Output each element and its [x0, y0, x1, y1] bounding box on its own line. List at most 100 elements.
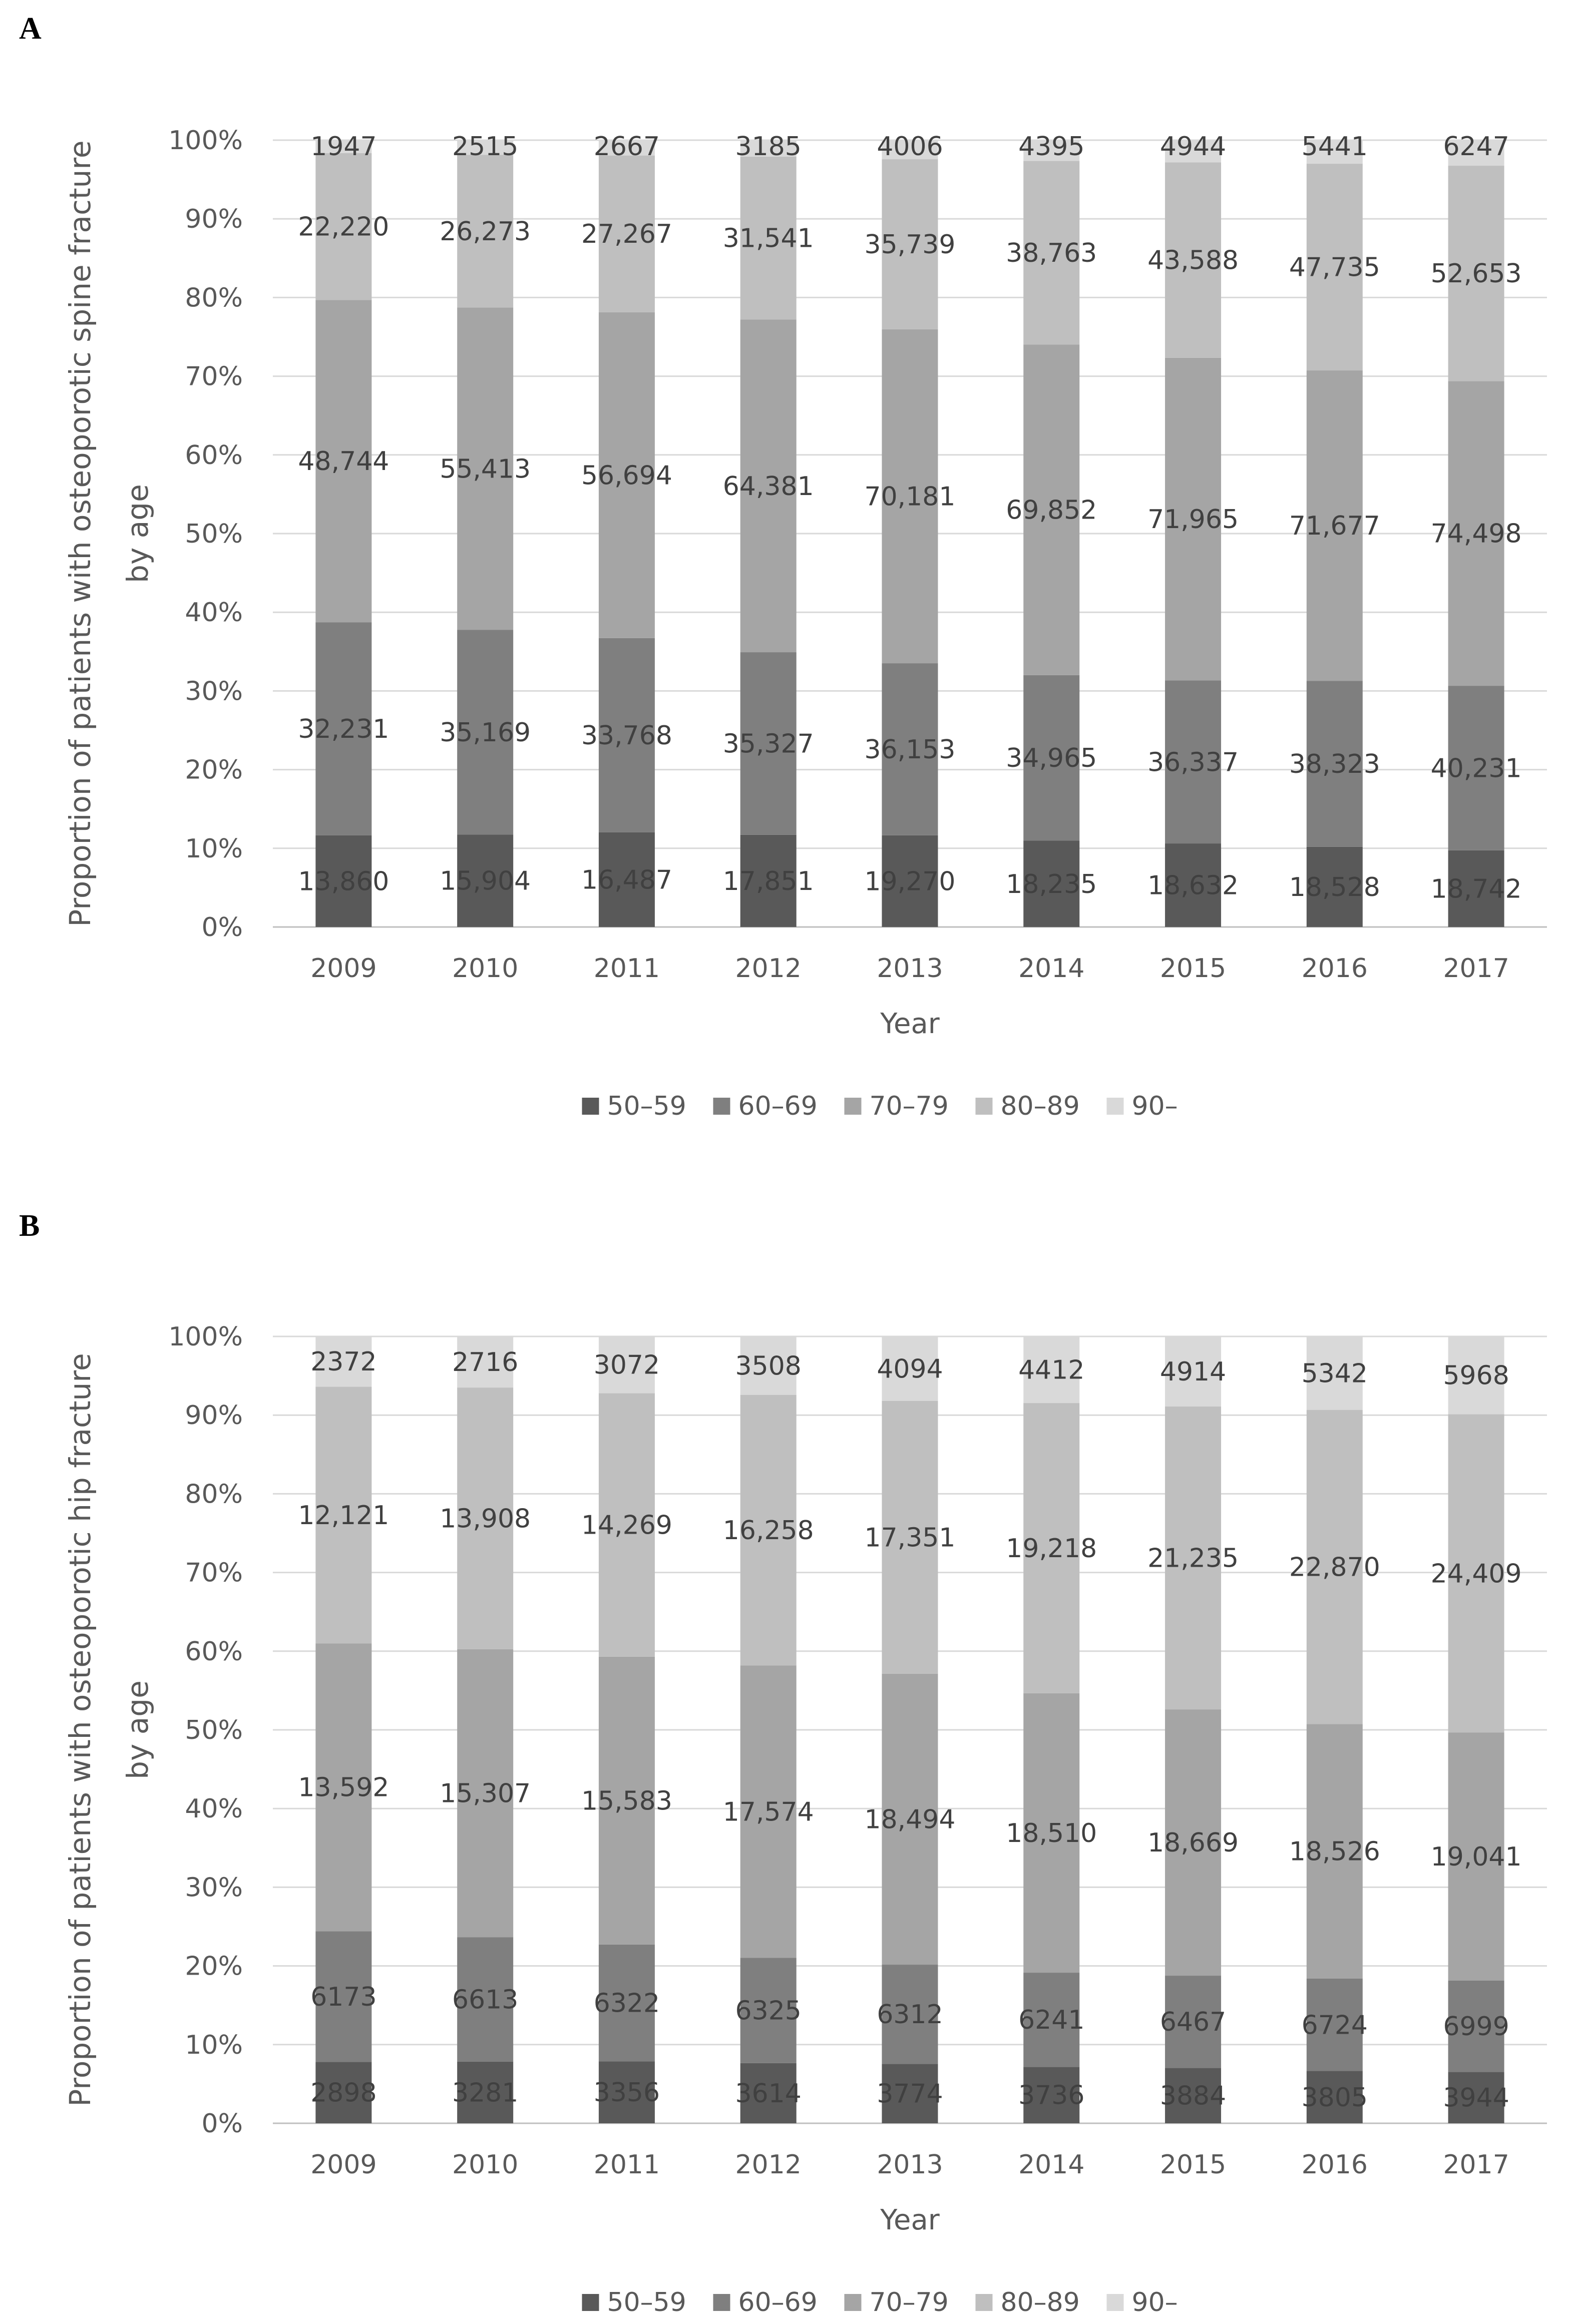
spine-x-tick-label: 2009	[310, 954, 376, 984]
hip-bar-7079-2009	[315, 1643, 372, 1932]
hip-bar-6069-2011	[598, 1944, 655, 2062]
spine-y-tick-label: 90%	[185, 204, 243, 234]
panel-a-label: A	[19, 12, 42, 46]
spine-legend-label: 70–79	[870, 1091, 949, 1121]
hip-data-label: 15,307	[440, 1778, 531, 1808]
spine-x-tick-label: 2014	[1018, 954, 1084, 984]
hip-bar-90-2010	[457, 1336, 514, 1388]
spine-bar-8089-2015	[1165, 162, 1222, 358]
spine-data-label: 38,763	[1006, 238, 1097, 268]
hip-bar-5059-2012	[740, 2063, 797, 2123]
spine-data-label: 17,851	[723, 866, 814, 896]
spine-bar-6069-2010	[457, 630, 514, 835]
spine-legend-label: 80–89	[1001, 1091, 1080, 1121]
spine-bar-7079-2014	[1023, 344, 1080, 675]
spine-data-label: 19,270	[865, 866, 956, 896]
spine-data-label: 47,735	[1289, 253, 1380, 283]
hip-data-label: 17,574	[723, 1797, 814, 1827]
hip-data-label: 2898	[310, 2078, 376, 2108]
spine-data-label: 70,181	[865, 482, 956, 512]
spine-data-label: 71,965	[1147, 505, 1239, 535]
hip-y-tick-label: 40%	[185, 1794, 243, 1824]
spine-bar-5059-2011	[598, 832, 655, 927]
spine-data-label: 33,768	[581, 721, 672, 751]
spine-bar-8089-2016	[1306, 164, 1363, 371]
hip-bar-7079-2011	[598, 1656, 655, 1945]
spine-bar-5059-2015	[1165, 843, 1222, 927]
hip-y-tick-label: 90%	[185, 1401, 243, 1431]
spine-bar-5059-2014	[1023, 840, 1080, 927]
hip-x-tick-label: 2013	[877, 2150, 943, 2180]
spine-bar-8089-2011	[598, 155, 655, 312]
hip-data-label: 17,351	[865, 1523, 956, 1553]
spine-y-tick-label: 70%	[185, 362, 243, 392]
hip-data-label: 6467	[1160, 2007, 1226, 2037]
spine-data-label: 35,739	[865, 230, 956, 260]
hip-bar-90-2016	[1306, 1336, 1363, 1410]
spine-bar-5059-2010	[457, 834, 514, 927]
hip-data-label: 18,494	[865, 1804, 956, 1834]
hip-bar-90-2011	[598, 1336, 655, 1393]
hip-bar-7079-2016	[1306, 1724, 1363, 1979]
spine-legend-swatch	[975, 1098, 993, 1115]
hip-legend-label: 90–	[1132, 2287, 1178, 2317]
spine-data-label: 69,852	[1006, 496, 1097, 526]
spine-x-tick-label: 2017	[1443, 954, 1509, 984]
spine-data-label: 71,677	[1289, 511, 1380, 541]
spine-data-label: 35,327	[723, 729, 814, 759]
hip-data-label: 3736	[1018, 2081, 1084, 2111]
hip-bar-8089-2009	[315, 1386, 372, 1644]
hip-bar-90-2009	[315, 1336, 372, 1387]
spine-bar-5059-2013	[882, 835, 938, 927]
hip-bar-5059-2013	[882, 2064, 938, 2123]
spine-data-label: 2515	[452, 132, 518, 162]
spine-bar-5059-2016	[1306, 846, 1363, 927]
spine-y-axis-title: by age	[121, 484, 155, 583]
spine-bar-7079-2011	[598, 312, 655, 638]
spine-x-axis-title: Year	[880, 1008, 940, 1040]
hip-x-tick-label: 2015	[1160, 2150, 1226, 2180]
spine-data-label: 22,220	[298, 212, 389, 242]
spine-bar-5059-2012	[740, 834, 797, 927]
spine-y-tick-label: 10%	[185, 834, 243, 864]
hip-bar-8089-2010	[457, 1387, 514, 1649]
spine-legend-swatch	[713, 1098, 730, 1115]
hip-bar-5059-2014	[1023, 2067, 1080, 2123]
hip-legend-swatch	[975, 2294, 993, 2311]
spine-bar-90-2012	[740, 140, 797, 157]
hip-data-label: 15,583	[581, 1786, 672, 1816]
hip-data-label: 21,235	[1147, 1544, 1239, 1574]
spine-data-label: 13,860	[298, 866, 389, 896]
spine-data-label: 1947	[310, 132, 376, 162]
hip-bar-8089-2017	[1448, 1414, 1504, 1733]
hip-y-axis-title: Proportion of patients with osteoporotic…	[63, 1353, 97, 2106]
spine-data-label: 36,153	[865, 735, 956, 765]
spine-bar-6069-2015	[1165, 680, 1222, 844]
hip-data-label: 3884	[1160, 2081, 1226, 2111]
hip-x-tick-label: 2010	[452, 2150, 518, 2180]
hip-bar-90-2014	[1023, 1336, 1080, 1404]
spine-x-tick-label: 2012	[735, 954, 802, 984]
hip-bar-7079-2017	[1448, 1732, 1504, 1981]
hip-bar-5059-2011	[598, 2061, 655, 2123]
hip-bar-5059-2015	[1165, 2068, 1222, 2123]
spine-bar-90-2009	[315, 140, 372, 153]
spine-data-label: 43,588	[1147, 246, 1239, 276]
hip-bar-90-2017	[1448, 1336, 1504, 1415]
hip-data-label: 18,510	[1006, 1818, 1097, 1848]
hip-bar-6069-2014	[1023, 1973, 1080, 2067]
hip-data-label: 3944	[1443, 2083, 1509, 2113]
spine-bar-90-2016	[1306, 140, 1363, 164]
hip-data-label: 13,592	[298, 1773, 389, 1803]
hip-bar-8089-2014	[1023, 1403, 1080, 1693]
hip-data-label: 6325	[735, 1996, 802, 2026]
spine-data-label: 56,694	[581, 460, 672, 491]
hip-data-label: 6173	[310, 1982, 376, 2012]
hip-data-label: 3281	[452, 2078, 518, 2108]
hip-legend-swatch	[844, 2294, 862, 2311]
hip-legend-label: 80–89	[1001, 2287, 1080, 2317]
hip-fracture-chart: 0% 10% 20% 30% 40% 50% 60% 70% 80% 90% 100% 2898 617…	[63, 1322, 1547, 2317]
hip-data-label: 6322	[594, 1989, 660, 2019]
hip-bar-7079-2015	[1165, 1709, 1222, 1976]
spine-bar-90-2013	[882, 140, 938, 160]
